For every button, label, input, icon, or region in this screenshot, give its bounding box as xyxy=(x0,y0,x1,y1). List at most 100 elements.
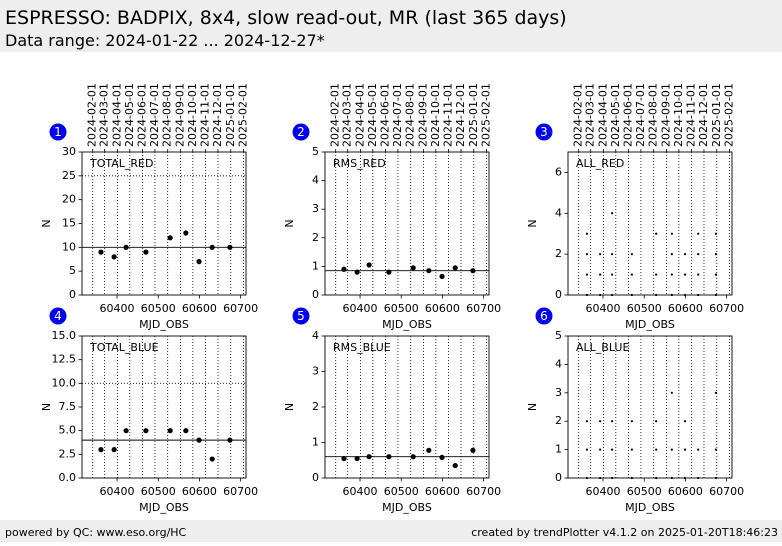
data-point xyxy=(670,253,673,256)
plot-frame xyxy=(567,151,733,296)
date-tick-label: 2024-11-01 xyxy=(442,83,455,147)
data-point xyxy=(630,273,633,276)
data-point xyxy=(655,293,658,297)
x-tick-label: 60500 xyxy=(627,485,662,498)
x-tick-label: 60400 xyxy=(343,485,378,498)
panel-label: TOTAL_RED xyxy=(89,157,153,170)
y-axis-label: N xyxy=(40,403,53,411)
data-point xyxy=(697,293,700,297)
y-tick-label: 0 xyxy=(312,288,319,301)
plot-frame xyxy=(81,335,247,479)
y-tick-label: 5 xyxy=(69,264,76,277)
y-tick-label: 5.0 xyxy=(59,424,77,437)
y-tick-label: 5 xyxy=(312,145,319,158)
data-point xyxy=(354,455,360,462)
data-point xyxy=(167,428,173,434)
data-point xyxy=(143,249,149,255)
panel-label: TOTAL_BLUE xyxy=(89,341,159,354)
data-point xyxy=(386,454,392,460)
x-tick-label: 60600 xyxy=(182,485,217,498)
data-point xyxy=(599,448,602,451)
y-axis-label: N xyxy=(526,219,539,227)
date-tick-label: 2024-12-01 xyxy=(454,83,467,147)
x-tick-label: 60500 xyxy=(384,302,419,315)
plot-frame xyxy=(324,151,490,296)
x-tick-label: 60600 xyxy=(668,302,703,315)
y-tick-label: 6 xyxy=(555,165,562,178)
data-point xyxy=(599,253,602,256)
data-point xyxy=(585,476,589,480)
date-tick-label: 2024-10-01 xyxy=(186,83,199,147)
date-tick-label: 2024-05-01 xyxy=(123,83,136,147)
data-point xyxy=(599,273,602,276)
date-tick-label: 2024-12-01 xyxy=(697,83,710,147)
date-tick-label: 2024-09-01 xyxy=(659,83,672,147)
date-tick-label: 2024-07-01 xyxy=(634,83,647,147)
data-point xyxy=(209,456,215,462)
data-point xyxy=(655,448,658,451)
data-point xyxy=(585,448,589,451)
y-axis-label: N xyxy=(283,219,296,227)
data-point xyxy=(610,448,614,451)
date-tick-label: 2024-09-01 xyxy=(173,83,186,147)
panel-badge xyxy=(292,307,310,325)
data-point xyxy=(697,476,700,480)
data-point xyxy=(670,293,673,297)
x-tick-label: 60400 xyxy=(586,302,621,315)
date-tick-label: 2024-09-01 xyxy=(416,83,429,147)
data-point xyxy=(630,420,633,423)
x-tick-label: 60600 xyxy=(425,485,460,498)
data-point xyxy=(610,253,614,256)
data-point xyxy=(585,253,589,256)
data-point xyxy=(227,437,233,443)
data-point xyxy=(123,244,129,250)
data-point xyxy=(697,448,700,451)
data-point xyxy=(452,265,458,271)
data-point xyxy=(683,273,687,276)
x-tick-label: 60400 xyxy=(100,485,135,498)
y-tick-label: 30 xyxy=(62,145,76,158)
y-tick-label: 4 xyxy=(555,206,562,219)
data-point xyxy=(630,476,633,480)
panel-badge-number: 5 xyxy=(297,309,305,323)
plot-frame xyxy=(567,335,733,479)
data-point xyxy=(111,447,117,453)
y-tick-label: 0 xyxy=(312,471,319,484)
x-tick-label: 60500 xyxy=(384,485,419,498)
data-point xyxy=(585,273,589,276)
date-tick-label: 2024-02-01 xyxy=(86,83,99,147)
y-tick-label: 3 xyxy=(555,386,562,399)
header-band xyxy=(0,0,782,52)
panel-badge xyxy=(535,307,553,325)
data-point xyxy=(227,244,233,250)
data-point xyxy=(183,230,189,236)
x-tick-label: 60500 xyxy=(141,302,176,315)
y-tick-label: 2.5 xyxy=(59,447,77,460)
data-point xyxy=(439,454,445,461)
data-point xyxy=(585,420,589,423)
date-tick-label: 2024-03-01 xyxy=(98,83,111,147)
data-point xyxy=(714,232,718,235)
y-tick-label: 15.0 xyxy=(52,329,77,342)
footer-left: powered by QC: www.eso.org/HC xyxy=(5,526,187,539)
data-point xyxy=(599,476,602,480)
date-tick-label: 2025-01-01 xyxy=(224,83,237,147)
x-tick-label: 60700 xyxy=(466,485,501,498)
y-tick-label: 4 xyxy=(555,357,562,370)
x-tick-label: 60700 xyxy=(709,485,744,498)
date-tick-label: 2024-11-01 xyxy=(685,83,698,147)
x-tick-label: 60500 xyxy=(141,485,176,498)
footer-right: created by trendPlotter v4.1.2 on 2025-0… xyxy=(471,526,778,539)
y-axis-label: N xyxy=(283,403,296,411)
x-tick-label: 60500 xyxy=(627,302,662,315)
data-point xyxy=(426,447,432,453)
title: ESPRESSO: BADPIX, 8x4, slow read-out, MR… xyxy=(5,7,567,29)
data-point xyxy=(610,273,614,276)
panel-badge xyxy=(49,123,67,141)
data-point xyxy=(123,428,129,434)
data-point xyxy=(655,232,658,235)
date-tick-label: 2024-11-01 xyxy=(199,83,212,147)
y-tick-label: 2 xyxy=(312,231,319,244)
data-point xyxy=(630,448,633,451)
